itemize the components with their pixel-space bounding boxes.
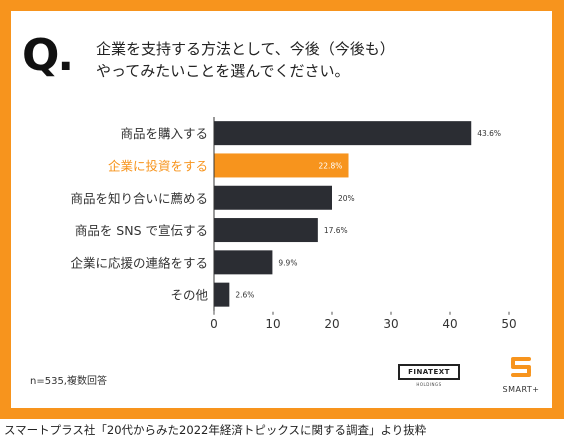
question-text: 企業を支持する方法として、今後（今後も） やってみたいことを選んでください。 [96,38,395,82]
value-label-3: 17.6% [324,226,348,235]
finatext-logo: FINATEXT HOLDINGS [398,364,460,392]
x-tick-label-2: 20 [324,317,339,331]
category-label-5: その他 [170,288,208,303]
question-mark: Q. [22,30,74,81]
source-caption: スマートプラス社「20代からみた2022年経済トピックスに関する調査」より抜粋 [4,423,427,437]
x-tick-label-4: 40 [442,317,457,331]
x-tick-label-0: 0 [210,317,218,331]
finatext-logo-subtext: HOLDINGS [416,382,442,387]
bar-2 [214,185,332,210]
category-label-3: 商品を SNS で宣伝する [75,223,208,238]
bar-0 [214,121,472,146]
value-label-5: 2.6% [235,291,254,300]
value-label-2: 20% [338,194,355,203]
category-label-0: 商品を購入する [120,126,208,141]
category-label-1: 企業に投資をする [108,158,208,173]
sample-size-note: n=535,複数回答 [30,376,107,387]
x-tick-label-3: 30 [383,317,398,331]
value-label-4: 9.9% [278,258,297,267]
value-label-0: 43.6% [477,129,501,138]
smart-plus-logo: SMART+ [496,355,546,400]
category-label-4: 企業に応援の連絡をする [70,255,208,270]
bar-1 [214,153,349,178]
question-line-2: やってみたいことを選んでください。 [96,62,350,80]
finatext-logo-text: FINATEXT [398,364,460,380]
x-tick-label-1: 10 [265,317,280,331]
smart-plus-logo-text: SMART+ [502,385,540,394]
bar-5 [214,282,230,307]
smart-plus-icon [511,357,531,377]
bar-4 [214,250,273,275]
category-label-2: 商品を知り合いに薦める [70,191,208,206]
bar-3 [214,218,318,243]
value-label-1: 22.8% [319,161,343,170]
x-tick-label-5: 50 [501,317,516,331]
question-line-1: 企業を支持する方法として、今後（今後も） [96,40,395,58]
